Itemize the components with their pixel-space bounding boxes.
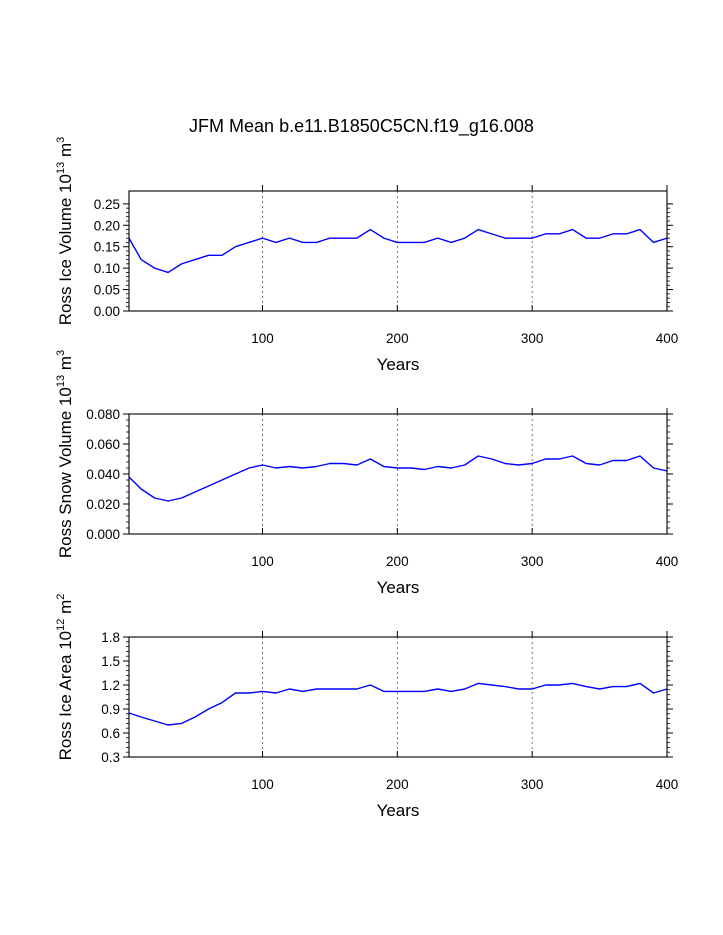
y-tick-label: 0.060 [86, 437, 120, 452]
x-tick-label: 100 [251, 331, 274, 346]
x-tick-label: 100 [251, 777, 274, 792]
x-tick-label: 400 [656, 777, 679, 792]
x-tick-label: 300 [521, 331, 544, 346]
y-tick-label: 0.020 [86, 497, 120, 512]
y-tick-label: 0.000 [86, 527, 120, 542]
chart-panel-3: 100 200 300 400 0.3 0.6 0.9 1.2 1.5 1.8 Years Ross … [55, 594, 678, 820]
x-tick-label: 400 [656, 331, 679, 346]
y-tick-label: 1.2 [101, 678, 120, 693]
y-tick-label: 0.20 [94, 218, 120, 233]
y-tick-label: 0.10 [94, 261, 120, 276]
x-tick-label: 200 [386, 777, 409, 792]
plot-frame [128, 636, 668, 758]
x-tick-label: 400 [656, 554, 679, 569]
y-tick-label: 0.15 [94, 240, 120, 255]
chart-panel-2: 100 200 300 400 0.000 0.020 0.040 0.060 0.080 Yea… [55, 350, 678, 597]
x-tick-label: 300 [521, 554, 544, 569]
x-tick-label: 100 [251, 554, 274, 569]
x-tick-label: 200 [386, 331, 409, 346]
y-tick-label: 0.25 [94, 197, 120, 212]
y-tick-label: 0.080 [86, 407, 120, 422]
series-line [128, 682, 668, 726]
x-tick-label: 300 [521, 777, 544, 792]
y-tick-label: 0.6 [101, 726, 120, 741]
chart-panel-1: 100 200 300 400 0.00 0.05 0.10 0.15 0.20 0.25 Year… [55, 137, 678, 374]
y-tick-label: 1.5 [101, 654, 120, 669]
y-tick-label: 0.9 [101, 702, 120, 717]
y-axis-title: Ross Ice Area 1012 m2 [55, 594, 75, 761]
y-tick-label: 0.3 [101, 750, 120, 765]
x-axis-title: Years [377, 355, 420, 374]
plot-frame [128, 190, 668, 312]
y-tick-label: 0.040 [86, 467, 120, 482]
series-line [128, 228, 668, 274]
plot-frame [128, 413, 668, 535]
y-axis-title: Ross Ice Volume 1013 m3 [55, 137, 75, 325]
series-line [128, 455, 668, 502]
x-axis-title: Years [377, 578, 420, 597]
x-tick-label: 200 [386, 554, 409, 569]
y-tick-label: 0.05 [94, 283, 120, 298]
x-axis-title: Years [377, 801, 420, 820]
y-tick-label: 1.8 [101, 630, 120, 645]
figure-title: JFM Mean b.e11.B1850C5CN.f19_g16.008 [189, 116, 534, 136]
y-axis-title: Ross Snow Volume 1013 m3 [55, 350, 75, 558]
y-tick-label: 0.00 [94, 304, 120, 319]
